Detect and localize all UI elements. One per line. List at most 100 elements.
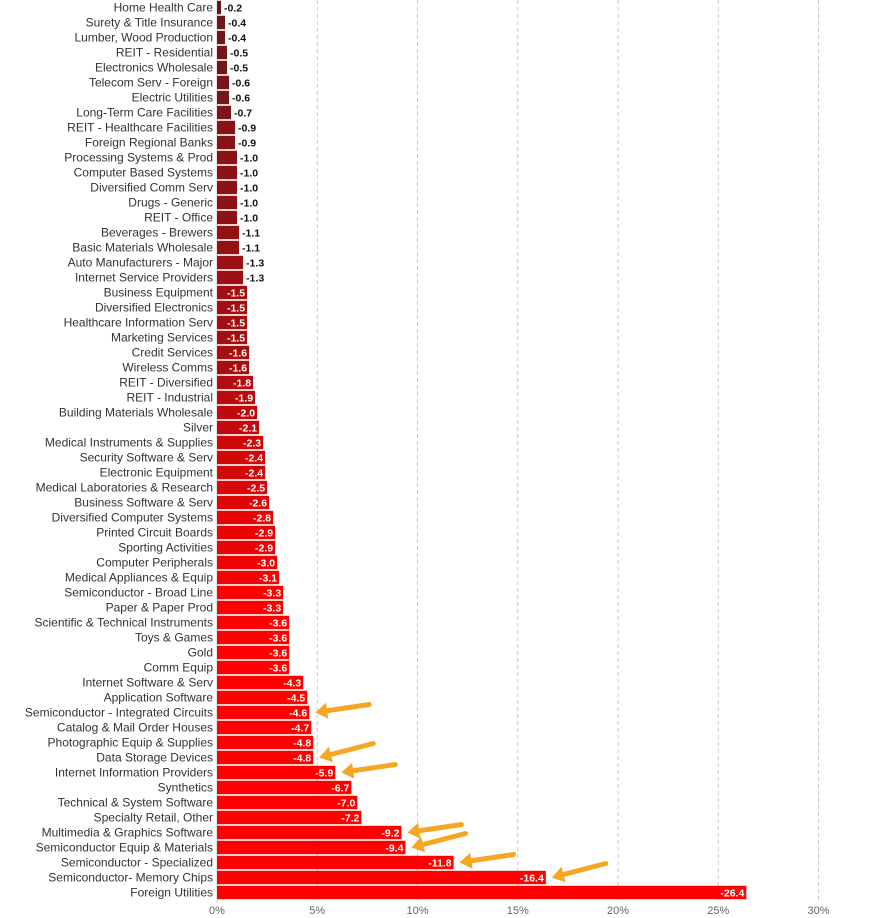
bar	[217, 870, 546, 885]
value-label: -0.2	[224, 3, 242, 15]
bar	[217, 240, 240, 255]
value-label: -2.6	[249, 498, 267, 510]
bar	[217, 810, 362, 825]
bar	[217, 45, 228, 60]
value-label: -4.8	[293, 753, 311, 765]
value-label: -11.8	[428, 858, 452, 870]
value-label: -1.5	[227, 318, 245, 330]
arrow-shaft	[468, 852, 517, 864]
category-label: Technical & System Software	[58, 796, 214, 810]
value-label: -3.6	[269, 633, 287, 645]
bar	[217, 75, 230, 90]
value-label: -1.0	[240, 183, 258, 195]
bar	[217, 300, 248, 315]
bar	[217, 165, 238, 180]
bar	[217, 15, 226, 30]
category-label: Wireless Comms	[122, 361, 213, 375]
category-label: Multimedia & Graphics Software	[42, 826, 214, 840]
value-label: -2.9	[255, 528, 273, 540]
bar	[217, 840, 406, 855]
bar	[217, 690, 308, 705]
category-label: Processing Systems & Prod	[64, 151, 213, 165]
annotation-arrow	[341, 762, 398, 779]
category-label: Medical Appliances & Equip	[65, 571, 213, 585]
value-label: -0.4	[228, 33, 246, 45]
arrow-shaft	[328, 741, 376, 757]
bar	[217, 225, 240, 240]
category-label: Security Software & Serv	[80, 451, 213, 465]
value-labels: -0.2 -0.4 -0.4 -0.5 -0.5 -0.6 -0.6 -0.7 -0.9 -0.9…	[224, 3, 744, 900]
arrow-head	[551, 866, 566, 883]
category-label: Foreign Regional Banks	[85, 136, 213, 150]
bar	[217, 765, 336, 780]
value-label: -3.6	[269, 648, 287, 660]
value-label: -4.7	[291, 723, 309, 735]
arrow-head	[319, 746, 333, 763]
value-label: -1.1	[242, 228, 260, 240]
value-label: -2.3	[243, 438, 261, 450]
value-label: -0.6	[232, 93, 250, 105]
bar	[217, 450, 266, 465]
category-label: REIT - Healthcare Facilities	[67, 121, 213, 135]
bar	[217, 720, 312, 735]
arrow-shaft	[324, 702, 372, 714]
value-label: -2.4	[245, 468, 263, 480]
category-label: Diversified Electronics	[95, 301, 213, 315]
value-label: -1.3	[246, 258, 264, 270]
value-label: -1.6	[229, 363, 247, 375]
bar	[217, 90, 230, 105]
arrow-head	[459, 852, 473, 869]
value-label: -1.6	[229, 348, 247, 360]
category-label: Semiconductor- Memory Chips	[48, 871, 213, 885]
value-label: -3.6	[269, 663, 287, 675]
category-label: Semiconductor Equip & Materials	[36, 841, 213, 855]
bar	[217, 420, 260, 435]
category-label: Credit Services	[132, 346, 213, 360]
category-label: Semiconductor - Broad Line	[64, 586, 213, 600]
bar	[217, 360, 250, 375]
arrow-shaft	[560, 861, 609, 877]
category-label: Synthetics	[158, 781, 213, 795]
bar	[217, 825, 402, 840]
category-label: Surety & Title Insurance	[86, 16, 214, 30]
value-label: -6.7	[331, 783, 349, 795]
bar	[217, 555, 278, 570]
bar	[217, 150, 238, 165]
category-label: Medical Laboratories & Research	[36, 481, 213, 495]
value-label: -7.0	[337, 798, 355, 810]
bar	[217, 315, 248, 330]
value-label: -9.2	[381, 828, 399, 840]
value-label: -1.0	[240, 213, 258, 225]
value-label: -0.9	[238, 123, 256, 135]
x-axis-ticks: 0% 5% 10% 15% 20% 25% 30%	[209, 905, 830, 917]
bar	[217, 30, 226, 45]
value-label: -2.9	[255, 543, 273, 555]
value-label: -0.5	[230, 63, 248, 75]
bar	[217, 705, 310, 720]
category-label: Gold	[188, 646, 213, 660]
value-label: -3.3	[263, 588, 281, 600]
bar	[217, 510, 274, 525]
value-label: -3.1	[259, 573, 277, 585]
category-label: Toys & Games	[135, 631, 213, 645]
category-label: Diversified Computer Systems	[52, 511, 213, 525]
annotation-arrow	[315, 702, 372, 719]
value-label: -7.2	[341, 813, 359, 825]
bar	[217, 750, 314, 765]
value-label: -0.5	[230, 48, 248, 60]
category-label: Paper & Paper Prod	[106, 601, 213, 615]
x-tick-label: 0%	[209, 905, 225, 917]
category-label: Auto Manufacturers - Major	[68, 256, 213, 270]
value-label: -3.6	[269, 618, 287, 630]
category-label: Building Materials Wholesale	[59, 406, 213, 420]
category-label: Business Software & Serv	[74, 496, 213, 510]
category-label: Beverages - Brewers	[101, 226, 213, 240]
category-label: Home Health Care	[114, 1, 214, 15]
category-label: REIT - Diversified	[119, 376, 213, 390]
bar	[217, 120, 236, 135]
bar	[217, 780, 352, 795]
bar	[217, 675, 304, 690]
category-label: Comm Equip	[144, 661, 214, 675]
x-tick-label: 25%	[707, 905, 729, 917]
x-tick-label: 5%	[309, 905, 325, 917]
